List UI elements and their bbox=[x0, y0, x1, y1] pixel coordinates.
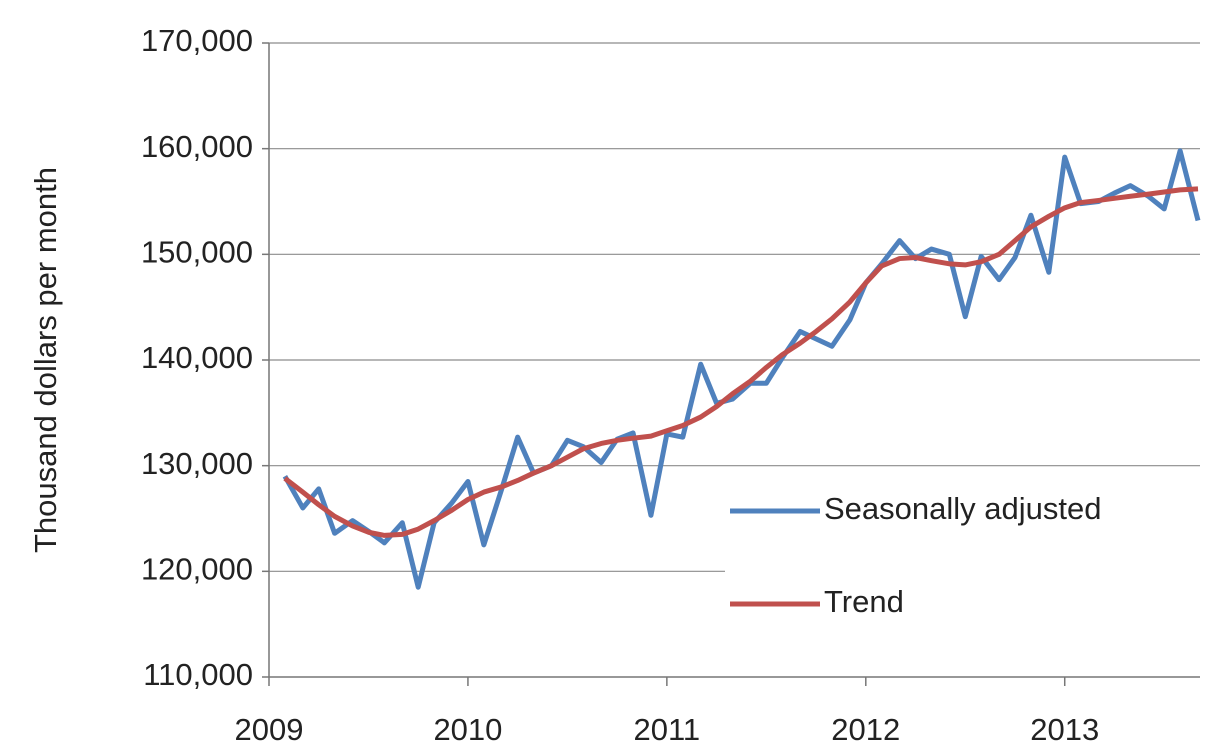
x-tick-label: 2010 bbox=[433, 712, 502, 747]
y-tick-label: 110,000 bbox=[143, 657, 253, 692]
x-tick-label: 2011 bbox=[634, 712, 701, 747]
y-tick-label: 120,000 bbox=[141, 552, 253, 587]
y-tick-label: 170,000 bbox=[141, 23, 253, 58]
legend-label: Trend bbox=[824, 584, 904, 619]
x-tick-label: 2012 bbox=[831, 712, 900, 747]
legend-label: Seasonally adjusted bbox=[824, 491, 1101, 526]
x-tick-label: 2009 bbox=[235, 712, 304, 747]
y-axis-label: Thousand dollars per month bbox=[28, 167, 63, 553]
y-tick-label: 160,000 bbox=[141, 129, 253, 164]
data-line bbox=[283, 186, 1199, 538]
y-tick-label: 140,000 bbox=[141, 340, 253, 375]
legend-box bbox=[725, 470, 1200, 640]
y-tick-label: 150,000 bbox=[141, 235, 253, 270]
x-tick-label: 2013 bbox=[1030, 712, 1099, 747]
y-tick-label: 130,000 bbox=[141, 446, 253, 481]
